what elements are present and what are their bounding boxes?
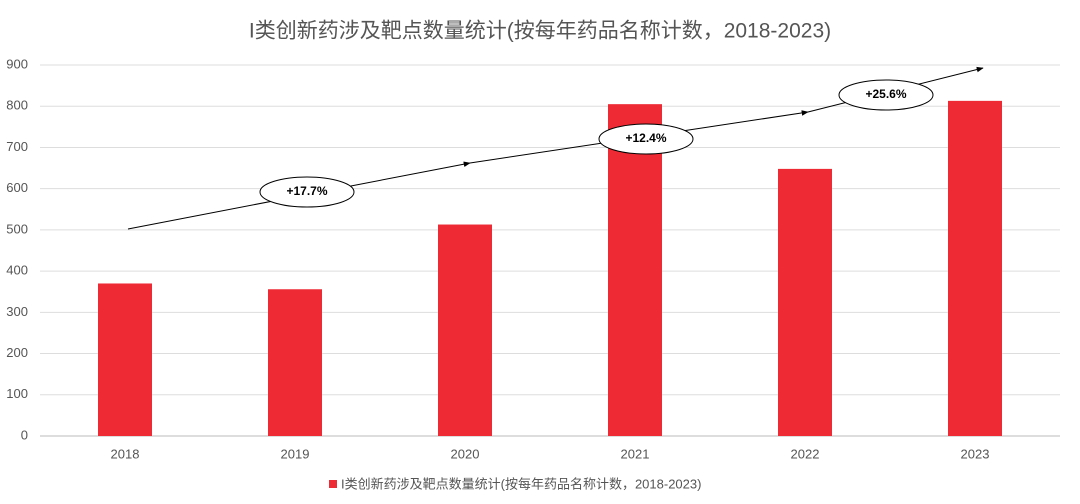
y-tick-label: 200 [6,345,28,360]
annotation: +12.4% [625,131,666,145]
y-tick-label: 100 [6,386,28,401]
bar [268,289,322,436]
bar [98,283,152,436]
y-tick-label: 900 [6,56,28,71]
x-tick-label: 2023 [961,446,990,461]
x-tick-label: 2021 [621,446,650,461]
bar [778,168,832,436]
annotation-bubble [838,79,934,111]
legend-swatch [329,480,337,488]
x-tick-label: 2018 [111,446,140,461]
bar [608,104,662,437]
legend-label: I类创新药涉及靶点数量统计(按每年药品名称计数，2018-2023) [341,476,701,491]
annotation: +25.6% [865,87,906,101]
y-tick-label: 0 [21,427,28,442]
annotation-bubble [259,176,355,208]
bar [438,224,492,436]
y-tick-label: 700 [6,139,28,154]
y-tick-label: 300 [6,304,28,319]
x-tick-label: 2022 [791,446,820,461]
bar [948,100,1002,436]
annotation-bubble [598,123,694,155]
chart-title: I类创新药涉及靶点数量统计(按每年药品名称计数，2018-2023) [249,20,831,43]
y-tick-label: 500 [6,221,28,236]
y-tick-label: 600 [6,180,28,195]
x-tick-label: 2020 [451,446,480,461]
annotation: +17.7% [286,184,327,198]
y-tick-label: 800 [6,98,28,113]
x-tick-label: 2019 [281,446,310,461]
y-tick-label: 400 [6,263,28,278]
